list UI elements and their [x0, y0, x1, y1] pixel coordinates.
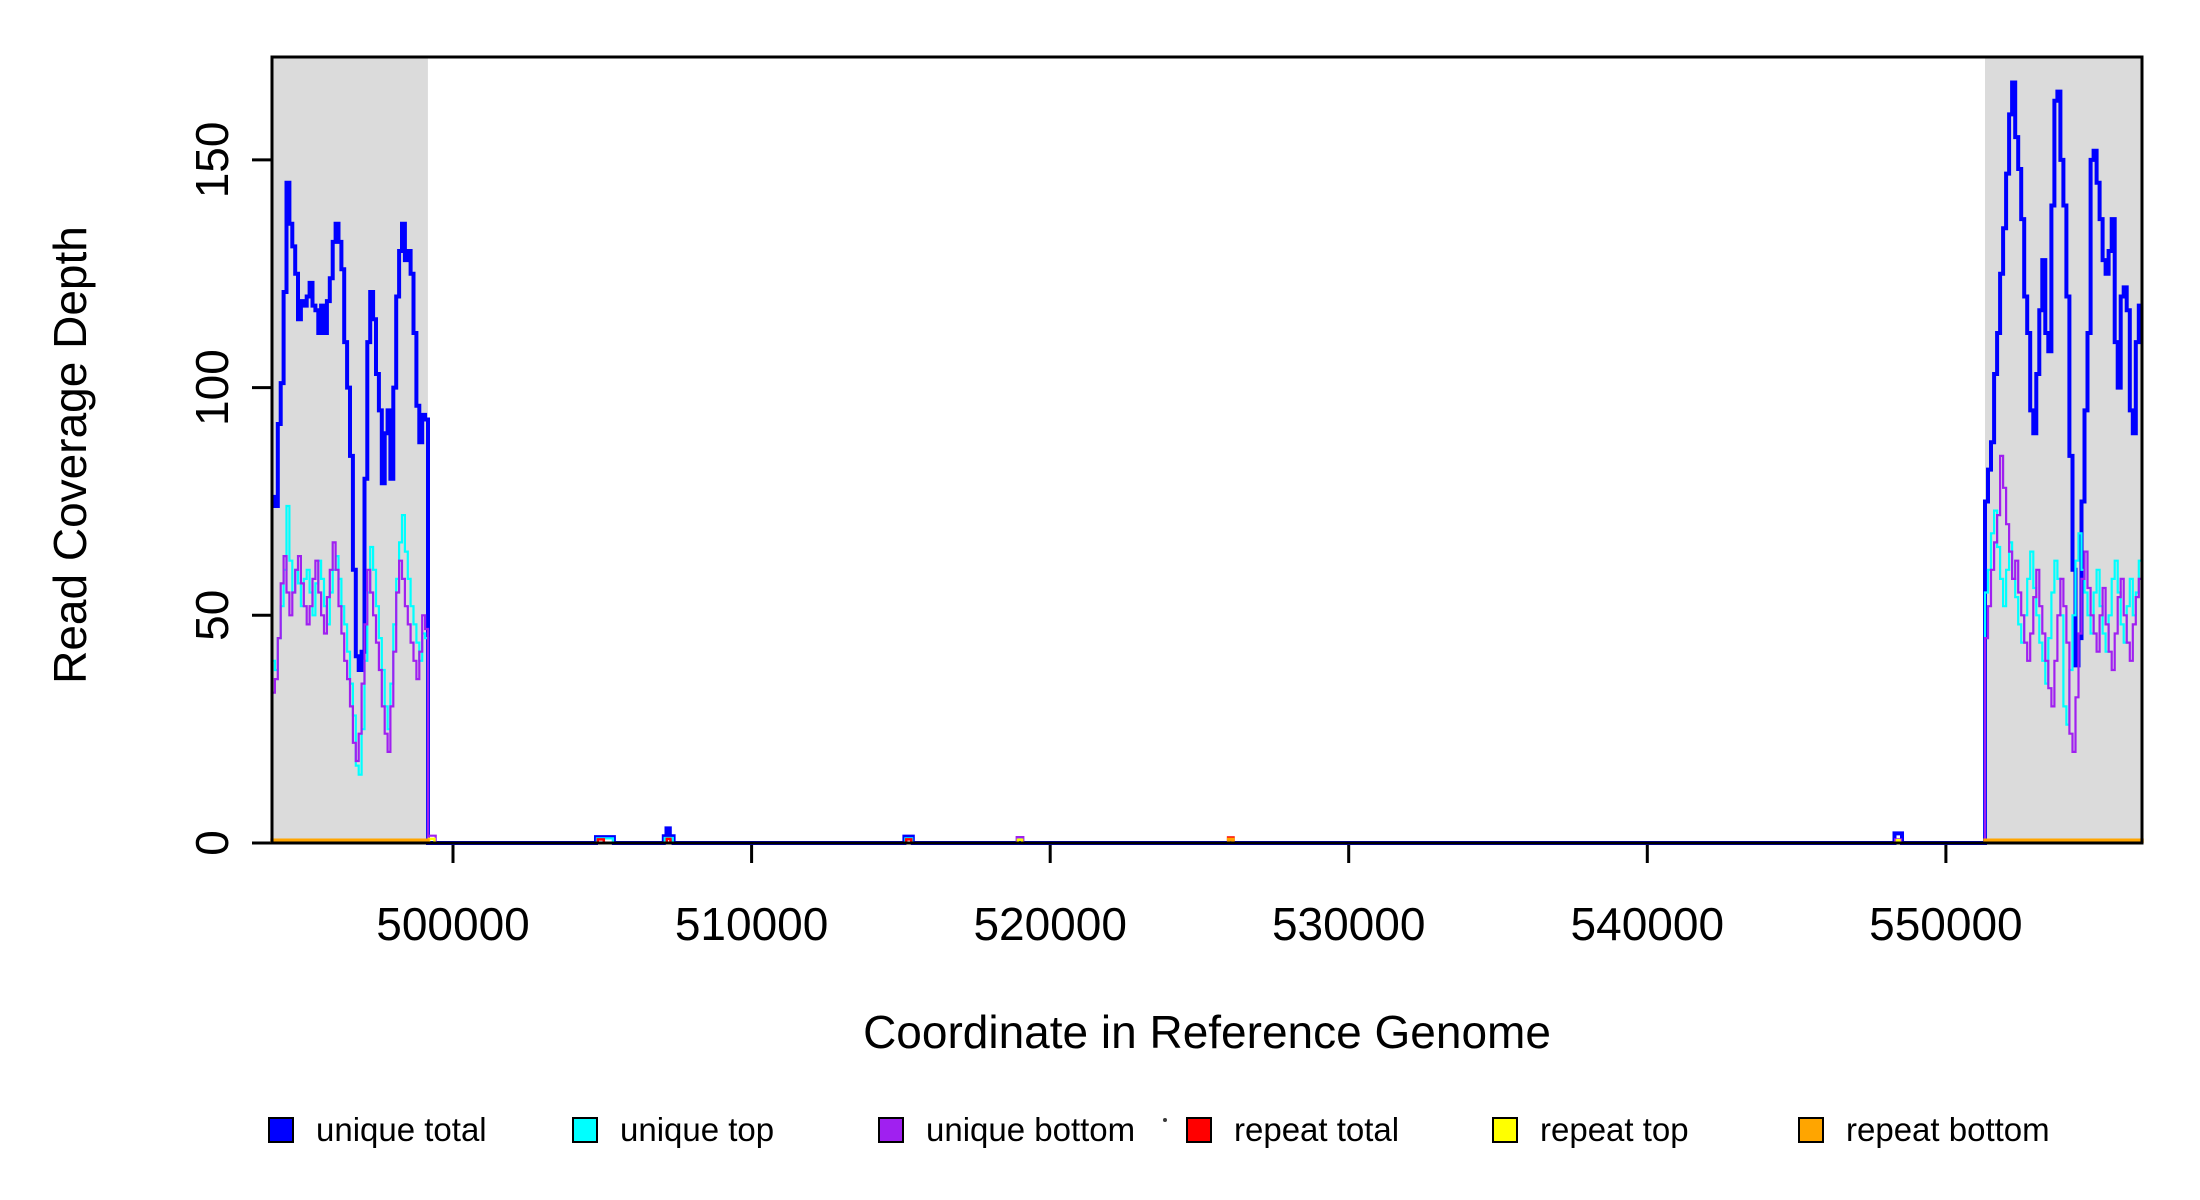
legend-label: repeat top: [1540, 1111, 1689, 1148]
x-tick-label: 520000: [973, 898, 1127, 950]
series-path-repeat-total: [904, 838, 913, 843]
stray-dot: [1163, 1118, 1167, 1122]
legend-label: unique bottom: [926, 1111, 1136, 1148]
unique-bottom-swatch-icon: [878, 1117, 904, 1143]
x-tick-label: 500000: [376, 898, 530, 950]
unique-top-swatch-icon: [572, 1117, 598, 1143]
legend-item-repeat-total: repeat total: [1186, 1108, 1399, 1152]
legend-label: unique total: [316, 1111, 487, 1148]
x-tick-label: 510000: [675, 898, 829, 950]
y-tick-label: 100: [186, 349, 238, 426]
y-tick-label: 50: [186, 590, 238, 641]
series-path-repeat-total: [665, 837, 672, 843]
x-tick-label: 540000: [1571, 898, 1725, 950]
y-tick-label: 0: [186, 830, 238, 856]
legend-label: repeat bottom: [1846, 1111, 2050, 1148]
legend-item-repeat-top: repeat top: [1492, 1108, 1689, 1152]
y-tick-label: 150: [186, 122, 238, 199]
series-path-repeat-bottom: [1226, 837, 1235, 843]
series-path-unique-top: [272, 504, 2142, 845]
legend-label: unique top: [620, 1111, 775, 1148]
series-path-repeat-total: [596, 838, 606, 843]
repeat-total-swatch-icon: [1186, 1117, 1212, 1143]
legend-label: repeat total: [1234, 1111, 1400, 1148]
x-tick-label: 550000: [1869, 898, 2023, 950]
plot-frame: [270, 55, 2144, 845]
series-path-unique-bottom: [272, 454, 2142, 845]
legend-item-unique-bottom: unique bottom: [878, 1108, 1135, 1152]
legend-item-unique-total: unique total: [268, 1108, 487, 1152]
repeat-top-swatch-icon: [1492, 1117, 1518, 1143]
x-tick-label: 530000: [1272, 898, 1426, 950]
x-axis-title: Coordinate in Reference Genome: [863, 1006, 1551, 1058]
legend-item-repeat-bottom: repeat bottom: [1798, 1108, 2050, 1152]
series-path-unique-total: [272, 80, 2142, 845]
unique-total-swatch-icon: [268, 1117, 294, 1143]
repeat-bottom-swatch-icon: [1798, 1117, 1824, 1143]
y-axis-title: Read Coverage Depth: [44, 226, 96, 684]
legend-item-unique-top: unique top: [572, 1108, 774, 1152]
series-path-repeat-top: [1016, 838, 1024, 843]
